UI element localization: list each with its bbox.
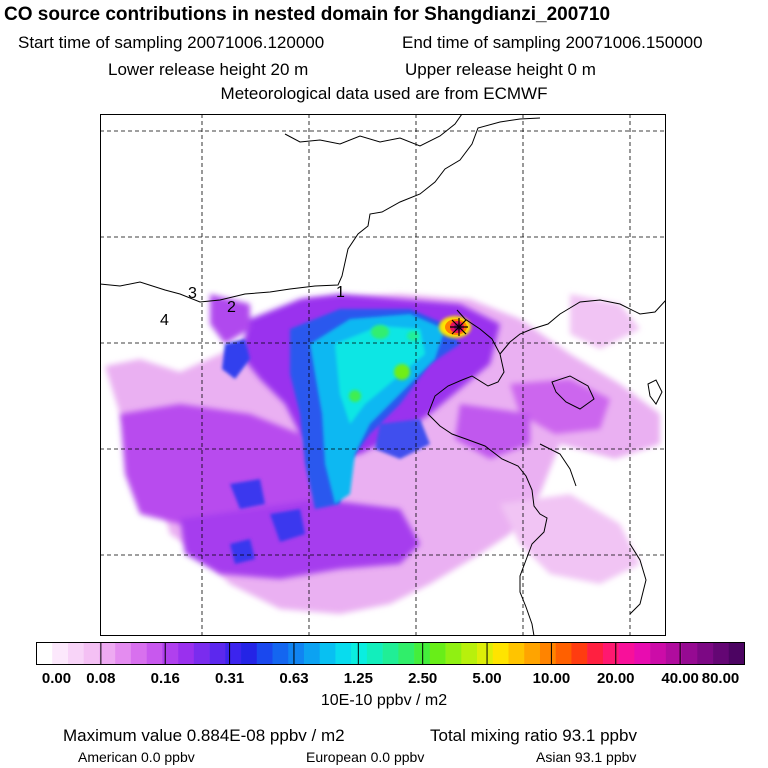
colorbar-units: 10E-10 ppbv / m2: [320, 692, 448, 709]
colorbar-cell: [618, 642, 635, 665]
plot-title: CO source contributions in nested domain…: [4, 4, 611, 25]
start-time-label: Start time of sampling 20071006.120000: [18, 33, 325, 52]
colorbar-cell: [366, 642, 383, 665]
colorbar-cell: [288, 642, 305, 665]
colorbar-cell: [634, 642, 651, 665]
colorbar-cell: [162, 642, 179, 665]
colorbar-cell: [414, 642, 431, 665]
colorbar-cell: [539, 642, 556, 665]
colorbar-tick-label: 0.00: [41, 670, 72, 687]
colorbar-cell: [319, 642, 336, 665]
colorbar-cell: [67, 642, 84, 665]
colorbar-tick-label: 40.00: [661, 670, 699, 687]
colorbar-cell: [665, 642, 682, 665]
colorbar-cell: [728, 642, 745, 665]
region-label-2: 2: [227, 299, 236, 316]
star-marker: [450, 318, 468, 336]
max-value-label: Maximum value 0.884E-08 ppbv / m2: [63, 726, 345, 745]
colorbar-tick-label: 0.16: [150, 670, 180, 687]
colorbar-cell: [602, 642, 619, 665]
colorbar-tick-label: 80.00: [701, 670, 740, 687]
colorbar-cell: [52, 642, 69, 665]
colorbar-cell: [303, 642, 320, 665]
colorbar-cell: [178, 642, 195, 665]
colorbar-cell: [398, 642, 415, 665]
colorbar-cell: [429, 642, 446, 665]
total-mixing-label: Total mixing ratio 93.1 ppbv: [430, 726, 637, 745]
end-time-label: End time of sampling 20071006.150000: [402, 33, 703, 52]
colorbar-cell: [571, 642, 588, 665]
colorbar-tick-label: 10.00: [532, 670, 571, 687]
colorbar-cell: [130, 642, 147, 665]
upper-height-label: Upper release height 0 m: [405, 60, 596, 79]
colorbar-cell: [382, 642, 399, 665]
colorbar-tick-label: 5.00: [472, 670, 502, 687]
colorbar-cell: [445, 642, 462, 665]
colorbar-cell: [146, 642, 163, 665]
grid-lines: [100, 114, 666, 636]
colorbar-frame: [36, 642, 745, 665]
asian-contribution: Asian 93.1 ppbv: [536, 749, 637, 765]
colorbar-cell: [225, 642, 242, 665]
colorbar-tick-label: 1.25: [343, 670, 373, 687]
colorbar-cell: [99, 642, 116, 665]
colorbar-tick-label: 0.31: [214, 670, 245, 687]
colorbar-cell: [83, 642, 100, 665]
colorbar-cell: [241, 642, 258, 665]
american-contribution: American 0.0 ppbv: [78, 749, 195, 765]
colorbar-cell: [524, 642, 541, 665]
european-contribution: European 0.0 ppbv: [306, 749, 425, 765]
lower-height-label: Lower release height 20 m: [108, 60, 309, 79]
colorbar-tick-label: 20.00: [596, 670, 635, 687]
colorbar-cell: [713, 642, 730, 665]
region-label-3: 3: [188, 285, 197, 302]
colorbar-cell: [209, 642, 226, 665]
colorbar-cell: [193, 642, 210, 665]
colorbar-cell: [461, 642, 478, 665]
concentration-field: [105, 294, 660, 614]
colorbar-cell: [256, 642, 273, 665]
colorbar-tick-label: 0.08: [86, 670, 116, 687]
colorbar-cell: [272, 642, 289, 665]
colorbar-cell: [587, 642, 604, 665]
colorbar-cell: [508, 642, 525, 665]
met-data-label: Meteorological data used are from ECMWF: [220, 84, 548, 103]
colorbar-tick-label: 2.50: [408, 670, 438, 687]
region-label-4: 4: [160, 312, 169, 329]
colorbar-cell: [681, 642, 698, 665]
colorbar-cell: [335, 642, 352, 665]
colorbar-cell: [697, 642, 714, 665]
colorbar-cell: [650, 642, 667, 665]
map-frame: [100, 114, 666, 636]
coastlines: [100, 114, 666, 636]
colorbar-cell: [477, 642, 494, 665]
colorbar: [36, 642, 745, 665]
colorbar-cell: [36, 642, 53, 665]
colorbar-cell: [492, 642, 509, 665]
colorbar-cell: [115, 642, 132, 665]
colorbar-cell: [555, 642, 572, 665]
colorbar-cell: [351, 642, 368, 665]
region-label-1: 1: [336, 284, 345, 301]
map-panel: 1 2 3 4: [100, 114, 666, 636]
colorbar-tick-label: 0.63: [279, 670, 309, 687]
